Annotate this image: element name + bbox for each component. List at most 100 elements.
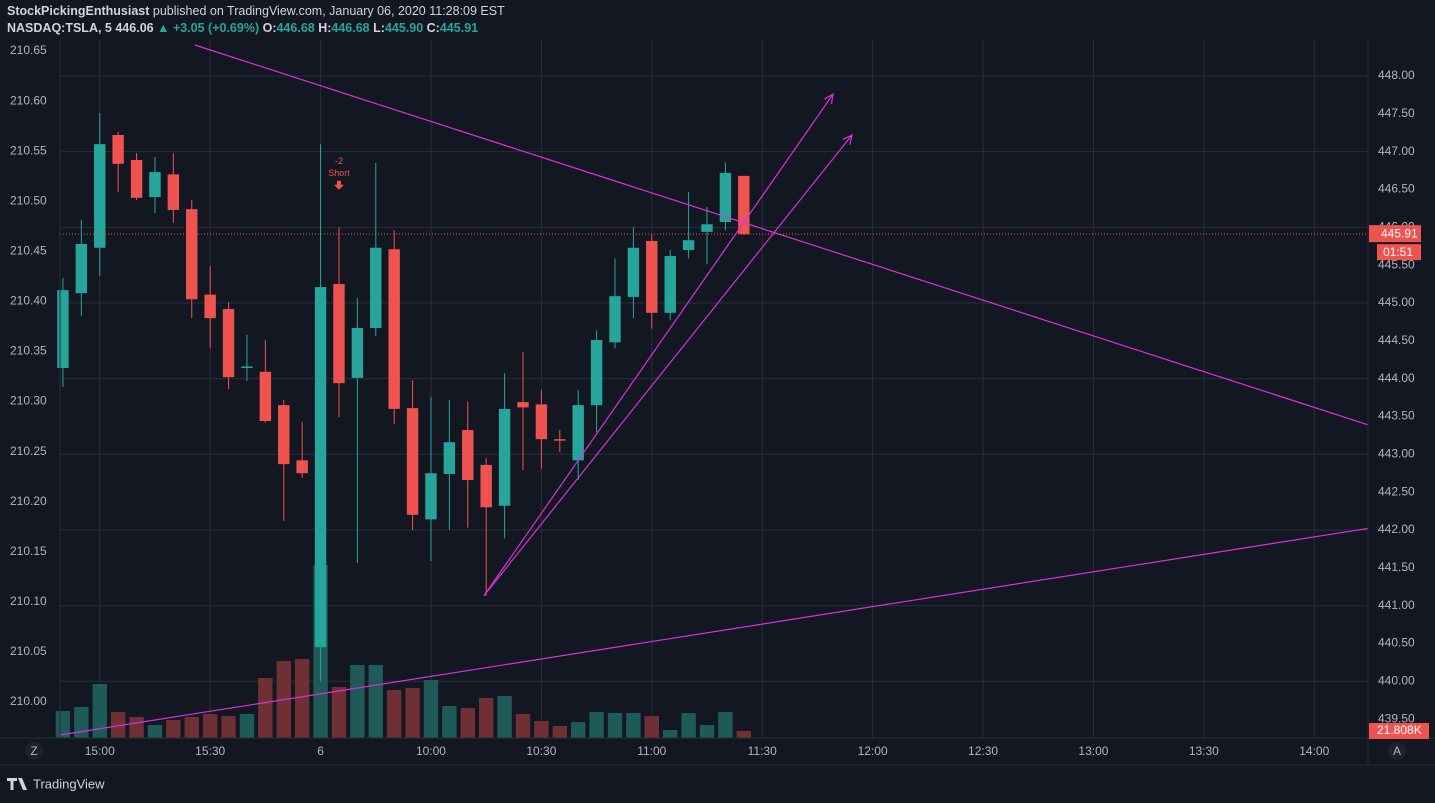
volume-bar xyxy=(129,717,144,738)
author: StockPickingEnthusiast xyxy=(7,4,150,18)
candle-body xyxy=(554,439,566,441)
arrow-head xyxy=(824,93,834,105)
y-tick-label: 447.00 xyxy=(1378,144,1415,158)
y-tick-label: 441.00 xyxy=(1378,598,1415,612)
y2-tick-label: 210.00 xyxy=(10,694,47,708)
volume-bar xyxy=(258,678,273,738)
y-tick-label: 442.00 xyxy=(1378,522,1415,536)
trendline xyxy=(483,93,834,597)
c-label: C: xyxy=(427,21,440,35)
y-tick-label: 448.00 xyxy=(1378,68,1415,82)
l-label: L: xyxy=(373,21,385,35)
header-line: StockPickingEnthusiast published on Trad… xyxy=(7,4,505,18)
last-price-label: 445.91 xyxy=(1381,226,1418,240)
y-tick-label: 442.50 xyxy=(1378,484,1415,498)
volume-bar xyxy=(147,724,163,738)
last: 446.06 xyxy=(115,21,153,35)
volume-bar xyxy=(607,712,623,738)
volume-bar xyxy=(570,722,586,738)
candle-body xyxy=(278,405,290,465)
volume-bar xyxy=(515,713,531,738)
volume-bar xyxy=(718,711,733,738)
y-tick-label: 440.00 xyxy=(1378,673,1415,687)
candle-body xyxy=(572,405,584,461)
x-tick-label: 14:00 xyxy=(1299,744,1329,758)
volume-bar xyxy=(405,687,420,738)
c-value: 445.91 xyxy=(440,21,478,35)
candle-body xyxy=(480,464,492,508)
brand: TradingView xyxy=(33,776,105,791)
o-value: 446.68 xyxy=(276,21,314,35)
volume-bar xyxy=(350,665,365,738)
candle-body xyxy=(57,290,69,369)
candle-body xyxy=(388,249,400,409)
x-tick-label: 10:00 xyxy=(416,744,446,758)
x-tick-label: 13:30 xyxy=(1189,744,1219,758)
grid xyxy=(60,40,1368,738)
z-button[interactable] xyxy=(25,742,43,760)
y2-tick-label: 210.10 xyxy=(10,594,47,608)
candle-body xyxy=(498,408,511,506)
annotation-label: Short xyxy=(328,168,350,178)
x-tick-label: 11:00 xyxy=(637,744,666,758)
candle-body xyxy=(259,371,272,422)
arrow-head xyxy=(842,133,853,145)
volume-bar xyxy=(552,725,567,738)
volume-bar xyxy=(202,713,218,738)
volume-bar xyxy=(239,713,255,738)
a-label[interactable]: A xyxy=(1393,744,1401,758)
volume-bar xyxy=(331,686,347,738)
annotation-arrow xyxy=(333,180,344,190)
y-tick-label: 443.50 xyxy=(1378,409,1415,423)
logo xyxy=(7,778,27,790)
volume-bar xyxy=(221,716,236,738)
candle-body xyxy=(664,256,676,313)
volume-bar xyxy=(460,707,475,738)
y2-tick-label: 210.30 xyxy=(10,394,47,408)
y2-tick-label: 210.35 xyxy=(10,344,47,358)
annotation-text: -2 xyxy=(335,156,343,166)
candle-body xyxy=(222,309,235,378)
candle-body xyxy=(406,408,419,515)
y-tick-label: 445.00 xyxy=(1378,295,1415,309)
x-tick-label: 15:00 xyxy=(85,744,115,758)
candle-body xyxy=(535,404,548,440)
z-label[interactable]: Z xyxy=(30,744,37,758)
volume-bar xyxy=(589,711,604,738)
y-tick-label: 444.00 xyxy=(1378,371,1415,385)
candle-body xyxy=(94,144,106,248)
trendline xyxy=(194,44,1369,426)
candle-body xyxy=(314,287,327,648)
volume-bar xyxy=(497,696,512,738)
x-tick-label: 13:00 xyxy=(1078,744,1108,758)
volume-bar xyxy=(478,698,494,738)
candle-body xyxy=(627,247,640,297)
l-value: 445.90 xyxy=(385,21,423,35)
candle-body xyxy=(425,473,437,520)
y2-tick-label: 210.50 xyxy=(10,193,47,207)
countdown: 01:51 xyxy=(1383,245,1413,259)
volume-bar xyxy=(442,705,457,738)
change: +3.05 (+0.69%) xyxy=(173,21,259,35)
h-label: H: xyxy=(318,21,331,35)
candle-body xyxy=(646,240,658,313)
candle-body xyxy=(333,284,345,384)
y-tick-label: 443.00 xyxy=(1378,446,1415,460)
volume-bar xyxy=(736,730,752,738)
y-tick-label: 444.50 xyxy=(1378,333,1415,347)
volume-bar xyxy=(55,711,71,738)
quote-line: NASDAQ:TSLA, 5 446.06 ▲ +3.05 (+0.69%) O… xyxy=(7,21,478,35)
candle-body xyxy=(112,135,124,164)
candle-body xyxy=(130,159,143,198)
arrow: ▲ xyxy=(157,21,169,35)
y-tick-label: 440.50 xyxy=(1378,636,1415,650)
candle-body xyxy=(186,209,198,300)
volume-label-box xyxy=(1369,722,1429,739)
y2-tick-label: 210.60 xyxy=(10,93,47,107)
x-tick-label: 11:30 xyxy=(748,744,777,758)
candle-body xyxy=(682,240,695,251)
a-button[interactable] xyxy=(1388,742,1406,760)
candle-body xyxy=(609,296,621,343)
